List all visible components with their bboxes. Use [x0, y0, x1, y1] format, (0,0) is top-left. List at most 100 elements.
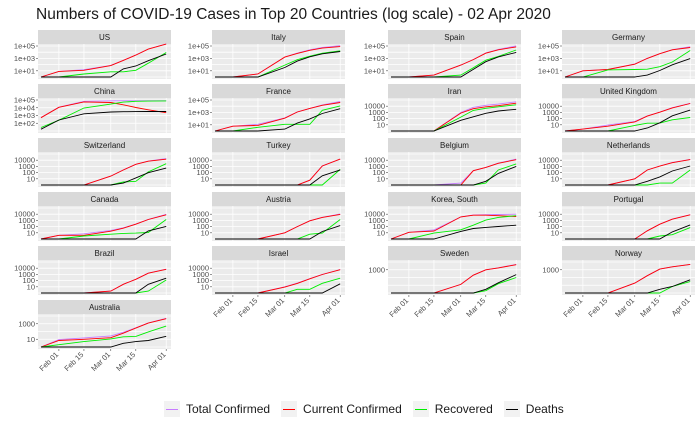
panel-strip [38, 30, 171, 44]
y-tick-label: 10000 [538, 156, 559, 165]
panel-strip [38, 138, 171, 152]
legend-key [412, 401, 429, 417]
y-tick-label: 1e+01 [538, 66, 559, 75]
legend: Total Confirmed Current Confirmed Recovere… [164, 398, 575, 420]
x-tick-label: Mar 15 [464, 296, 487, 319]
series-line-deaths [215, 225, 341, 240]
y-tick-label: 1000 [18, 216, 35, 225]
y-tick-label: 1e+05 [14, 42, 35, 51]
y-tick-label: 10 [27, 335, 35, 344]
y-tick-label: 1e+02 [14, 119, 35, 128]
panel-strip [562, 192, 695, 206]
panel-strip [388, 138, 521, 152]
y-tick-label: 1e+05 [538, 42, 559, 51]
panel-germany: Germany 1e+01 1e+03 1e+05 [538, 30, 695, 79]
y-tick-label: 1000 [368, 162, 385, 171]
panel-spain: Spain 1e+01 1e+03 1e+05 [364, 30, 521, 79]
legend-label: Recovered [434, 402, 493, 416]
x-tick-label: Feb 01 [211, 296, 234, 319]
y-tick-label: 1000 [368, 108, 385, 117]
panel-strip [388, 30, 521, 44]
y-tick-label: 10000 [538, 102, 559, 111]
y-tick-label: 1000 [542, 162, 559, 171]
y-tick-label: 10000 [364, 102, 385, 111]
panel-strip-label: United Kingdom [600, 87, 657, 96]
panel-strip-label: Portugal [614, 195, 644, 204]
y-tick-label: 10 [201, 282, 209, 291]
panel-strip-label: Spain [444, 33, 464, 42]
y-tick-label: 10000 [14, 210, 35, 219]
panel-strip [562, 30, 695, 44]
y-tick-label: 10000 [188, 156, 209, 165]
panel-strip [388, 84, 521, 98]
x-tick-label: Feb 01 [37, 350, 60, 373]
x-tick-label: Mar 01 [89, 350, 112, 373]
legend-key [281, 401, 298, 417]
y-tick-label: 1e+03 [14, 111, 35, 120]
y-tick-label: 100 [546, 114, 559, 123]
y-tick-label: 100 [196, 168, 209, 177]
y-tick-label: 10 [551, 120, 559, 129]
y-tick-label: 10 [551, 174, 559, 183]
y-tick-label: 1e+05 [188, 96, 209, 105]
panel-strip-label: US [99, 33, 110, 42]
y-tick-label: 100 [22, 276, 35, 285]
y-tick-label: 10000 [538, 210, 559, 219]
panel-strip-label: Canada [90, 195, 119, 204]
x-tick-label: Mar 15 [638, 296, 661, 319]
series-line-deaths [391, 274, 517, 294]
series-line-deaths [565, 165, 691, 186]
y-tick-label: 10000 [14, 156, 35, 165]
y-tick-label: 1000 [192, 162, 209, 171]
y-tick-label: 1000 [18, 270, 35, 279]
panel-strip [388, 246, 521, 260]
panel-background [212, 152, 345, 187]
panel-strip-label: Iran [448, 87, 462, 96]
panel-background [212, 98, 345, 133]
y-tick-label: 1000 [192, 216, 209, 225]
panel-italy: Italy 1e+01 1e+03 1e+05 [188, 30, 345, 79]
panel-background [38, 260, 171, 295]
y-tick-label: 100 [372, 222, 385, 231]
panel-strip-label: China [94, 87, 115, 96]
panel-norway: Norway 1000 Feb 01 Feb 15 Mar 01 Mar 15 Apr 01 [542, 246, 695, 319]
panel-strip [212, 138, 345, 152]
legend-item: Current Confirmed [281, 401, 402, 417]
panel-strip [38, 300, 171, 314]
panel-strip-label: Sweden [440, 249, 469, 258]
series-line-recovered [40, 325, 167, 348]
series-line-current [214, 102, 341, 132]
y-tick-label: 10 [201, 174, 209, 183]
y-tick-label: 1e+05 [14, 96, 35, 105]
series-line-current [564, 103, 691, 132]
legend-item: Deaths [503, 401, 564, 417]
series-line-recovered [391, 215, 517, 240]
y-tick-label: 1e+01 [364, 66, 385, 75]
series-line-deaths [215, 169, 341, 186]
y-tick-label: 100 [546, 168, 559, 177]
y-tick-label: 1000 [18, 162, 35, 171]
y-tick-label: 10 [27, 228, 35, 237]
y-tick-label: 10 [377, 120, 385, 129]
y-tick-label: 10 [27, 282, 35, 291]
y-tick-label: 1e+03 [188, 108, 209, 117]
series-line-deaths [391, 165, 517, 186]
x-tick-label: Mar 15 [288, 296, 311, 319]
panel-strip [562, 84, 695, 98]
panel-us: US 1e+01 1e+03 1e+05 [14, 30, 171, 79]
series-line-current [40, 43, 167, 78]
panel-background [388, 206, 521, 241]
series-line-recovered [40, 100, 167, 128]
x-tick-label: Apr 01 [496, 296, 518, 318]
legend-label: Current Confirmed [303, 402, 402, 416]
series-line-recovered [41, 52, 167, 78]
y-tick-label: 1e+04 [14, 103, 35, 112]
y-tick-label: 100 [196, 222, 209, 231]
